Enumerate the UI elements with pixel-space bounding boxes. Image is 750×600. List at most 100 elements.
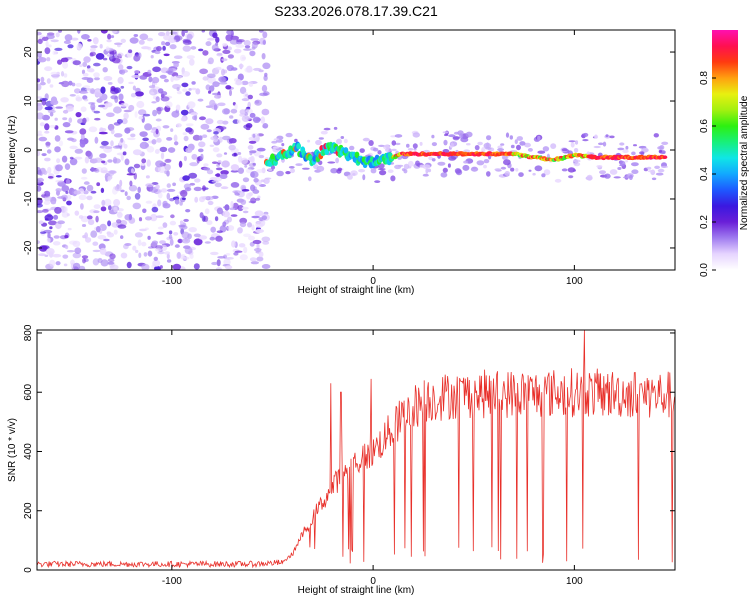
spectrogram-noise-blob — [203, 163, 209, 167]
spectrogram-noise-blob — [190, 112, 199, 116]
spectrogram-noise-blob — [46, 192, 50, 197]
spectrogram-noise-blob — [138, 217, 143, 222]
spectrogram-halo-blob — [368, 140, 374, 146]
snr-xtick-label: 100 — [566, 576, 583, 587]
spectrogram-noise-blob — [90, 102, 96, 111]
spectrogram-noise-blob — [250, 171, 255, 178]
spectrogram-noise-blob — [43, 170, 48, 176]
spectrogram-halo-blob — [308, 176, 312, 182]
spectrogram-halo-blob — [444, 133, 449, 137]
spectrogram-noise-blob — [63, 40, 71, 44]
spectrogram-noise-blob — [147, 235, 151, 240]
spectrogram-noise-blob — [175, 104, 181, 111]
spectrogram-noise-blob — [233, 152, 237, 157]
spectrogram-noise-blob — [119, 179, 123, 187]
spectrogram-halo-blob — [460, 137, 469, 143]
spectrogram-noise-blob — [225, 34, 233, 42]
spectrogram-noise-blob — [182, 39, 192, 45]
spectrogram-noise-blob — [62, 254, 69, 259]
spectrogram-noise-blob — [176, 75, 183, 79]
spectrogram-noise-blob — [212, 32, 218, 39]
spectrogram-noise-blob — [223, 152, 228, 155]
spectrogram-noise-blob — [186, 33, 193, 41]
spectrogram-noise-blob — [138, 39, 145, 45]
spectrogram-noise-blob — [86, 215, 93, 220]
spectrogram-noise-blob — [218, 126, 227, 130]
spectrogram-noise-blob — [90, 190, 97, 194]
spectrogram-halo-blob — [477, 141, 483, 146]
spectrogram-noise-blob — [133, 34, 139, 37]
spectrogram-noise-blob — [144, 227, 149, 231]
spectrogram-halo-blob — [622, 149, 629, 154]
spectrogram-noise-blob — [170, 214, 175, 219]
spectrogram-noise-blob — [87, 39, 92, 42]
spectrogram-noise-blob — [62, 109, 69, 114]
spectrogram-noise-blob — [217, 160, 222, 164]
spectrogram-noise-blob — [157, 251, 165, 255]
spectrogram-noise-blob — [113, 106, 122, 114]
spectrogram-noise-blob — [53, 214, 59, 220]
spectrogram-halo-blob — [362, 137, 370, 142]
spectrogram-noise-blob — [216, 259, 221, 267]
spectrogram-noise-blob — [57, 59, 63, 65]
spectrogram-halo-blob — [413, 148, 417, 151]
spectrogram-halo-blob — [347, 174, 353, 180]
spectrogram-noise-blob — [157, 226, 164, 230]
spectrogram-noise-blob — [72, 252, 82, 259]
spectrogram-noise-blob — [241, 115, 250, 122]
spectrogram-halo-blob — [519, 141, 526, 146]
spectrogram-noise-blob — [97, 258, 103, 264]
spectrogram-noise-blob — [195, 88, 201, 95]
spectrogram-halo-blob — [486, 135, 492, 141]
spectrogram-noise-blob — [49, 259, 56, 267]
spectrogram-noise-blob — [85, 237, 92, 243]
spectrogram-noise-blob — [141, 241, 147, 247]
spectrogram-noise-blob — [254, 99, 262, 106]
spectrogram-noise-blob — [120, 252, 128, 259]
spectrogram-noise-blob — [42, 209, 49, 213]
spectrogram-halo-blob — [516, 136, 523, 141]
spectrogram-noise-blob — [46, 237, 51, 243]
spectrogram-noise-blob — [248, 192, 253, 197]
spectrogram-noise-blob — [55, 106, 63, 109]
spectrogram-noise-blob — [123, 143, 128, 149]
spectrogram-noise-blob — [169, 34, 175, 40]
spectrogram-noise-blob — [223, 206, 230, 209]
spectrogram-noise-blob — [150, 55, 154, 59]
spectrogram-noise-blob — [102, 67, 108, 73]
spectrogram-noise-blob — [163, 78, 169, 83]
spectrogram-noise-blob — [222, 49, 231, 55]
spectrogram-noise-blob — [80, 91, 89, 94]
spectrogram-halo-blob — [605, 134, 609, 138]
spectrogram-noise-blob — [136, 100, 145, 109]
spectrogram-halo-blob — [285, 171, 291, 175]
spectrogram-halo-blob — [568, 140, 576, 143]
spectrogram-noise-blob — [90, 88, 95, 94]
spectrogram-noise-blob — [199, 68, 209, 75]
spectrogram-noise-blob — [48, 44, 52, 48]
spectrogram-noise-blob — [93, 77, 100, 81]
spectrogram-noise-blob — [51, 73, 60, 79]
spectrogram-noise-blob — [37, 150, 41, 157]
spectrogram-noise-blob — [152, 82, 158, 86]
spectrogram-halo-blob — [617, 147, 625, 151]
spectrogram-halo-blob — [502, 156, 508, 160]
spectrogram-noise-blob — [219, 173, 228, 179]
spectrogram-halo-blob — [503, 159, 511, 166]
spectrogram-halo-blob — [406, 143, 410, 148]
spectrogram-noise-blob — [216, 119, 224, 125]
spectrogram-halo-blob — [534, 165, 543, 172]
snr-xtick-label: -100 — [162, 576, 182, 587]
spectrogram-noise-blob — [255, 197, 261, 201]
spectrogram-noise-blob — [214, 216, 219, 222]
spectrogram-noise-blob — [173, 35, 183, 41]
spectrogram-noise-blob — [80, 134, 85, 140]
spectrogram-noise-blob — [110, 35, 115, 39]
spectrogram-noise-blob — [216, 53, 223, 57]
spectrogram-halo-blob — [631, 151, 636, 156]
spectrogram-halo-blob — [395, 142, 401, 146]
spectrogram-halo-blob — [617, 167, 622, 170]
spectrogram-noise-blob — [129, 37, 139, 44]
spectrogram-noise-blob — [206, 73, 216, 79]
spectrogram-noise-blob — [261, 84, 268, 93]
